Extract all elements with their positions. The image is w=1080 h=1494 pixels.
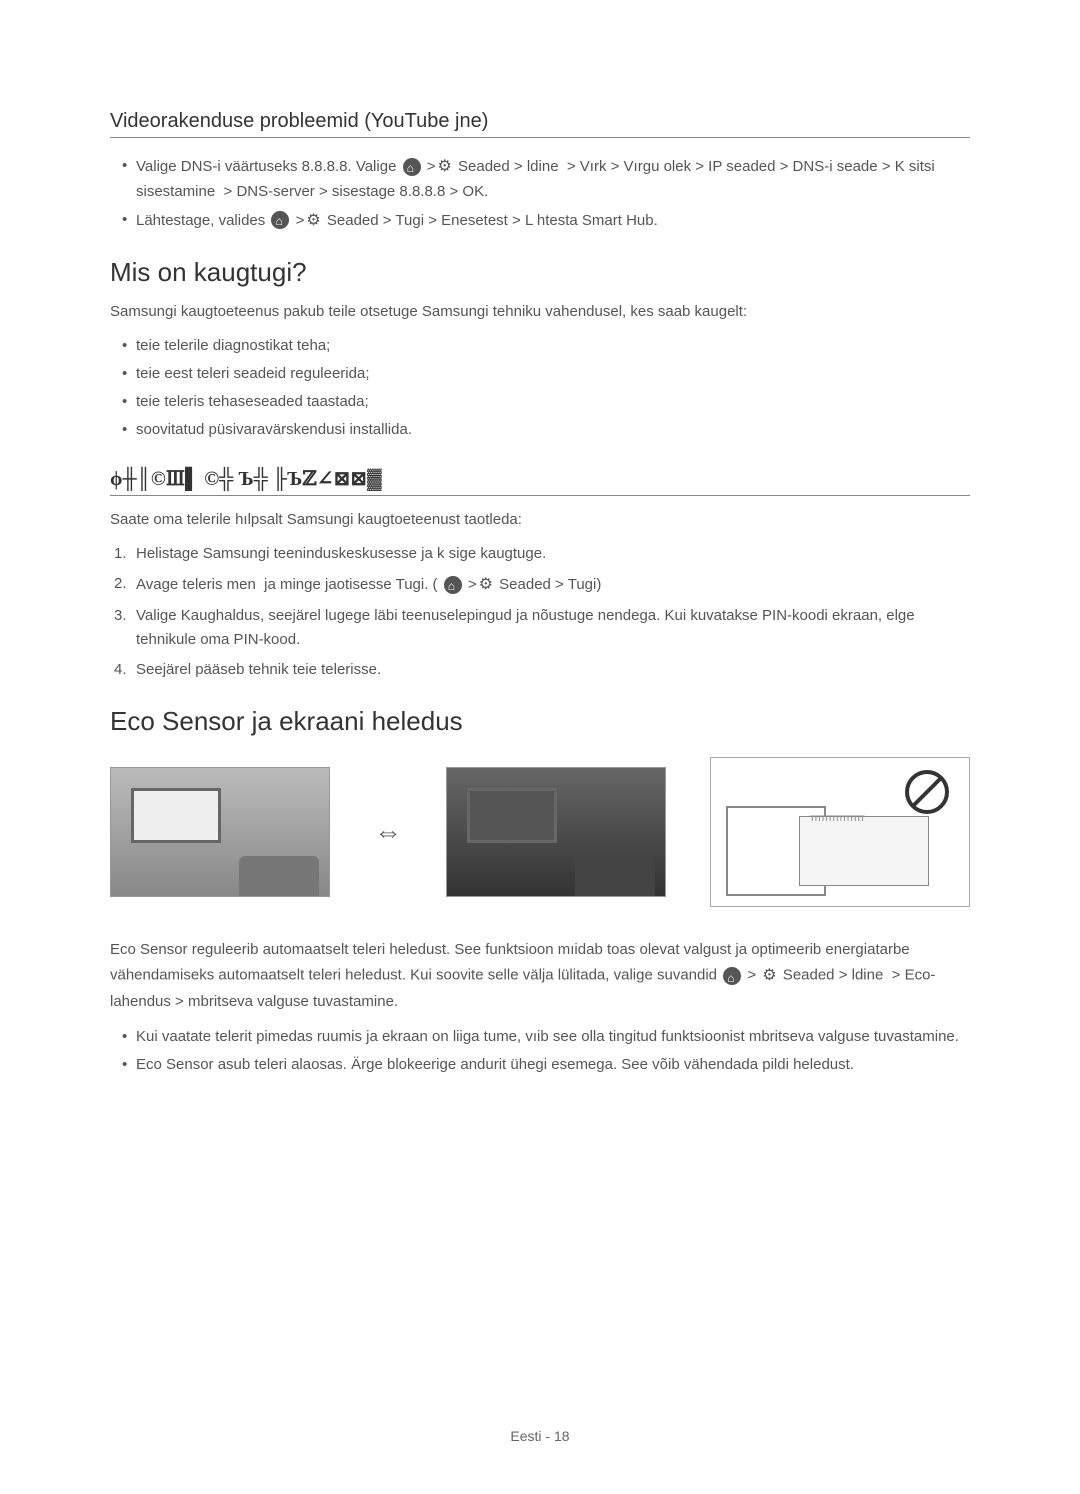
how-works-intro: Saate oma telerile hılpsalt Samsungi kau…: [110, 508, 970, 532]
gear-icon: ⚙: [438, 154, 452, 180]
calendar-graphic: ттттттттттттттт: [799, 816, 929, 886]
video-problems-list: Valige DNS-i väärtuseks 8.8.8.8. Valige …: [110, 154, 970, 233]
list-item: teie telerile diagnostikat teha;: [136, 334, 970, 358]
gear-icon: ⚙: [479, 572, 493, 598]
home-icon: [271, 211, 289, 229]
how-works-steps: Helistage Samsungi teeninduskeskusesse j…: [110, 542, 970, 682]
tv-graphic: [467, 788, 557, 843]
eco-sensor-images: ⇔ ттттттттттттттт: [110, 757, 970, 907]
list-item: Lähtestage, valides >⚙ Seaded > Tugi > E…: [136, 208, 970, 234]
list-item: teie teleris tehaseseaded taastada;: [136, 390, 970, 414]
list-item: Valige DNS-i väärtuseks 8.8.8.8. Valige …: [136, 154, 970, 204]
list-item: teie eest teleri seadeid reguleerida;: [136, 362, 970, 386]
remote-support-list: teie telerile diagnostikat teha; teie ee…: [110, 334, 970, 442]
furniture-graphic: [239, 856, 319, 896]
list-item: Kui vaatate telerit pimedas ruumis ja ek…: [136, 1025, 970, 1049]
remote-support-intro: Samsungi kaugtoeteenus pakub teile otset…: [110, 300, 970, 324]
page-footer: Eesti - 18: [0, 1428, 1080, 1444]
eco-sensor-list: Kui vaatate telerit pimedas ruumis ja ek…: [110, 1025, 970, 1077]
warning-image: ттттттттттттттт: [710, 757, 970, 907]
prohibit-icon: [905, 770, 949, 814]
list-item: Eco Sensor asub teleri alaosas. Ärge blo…: [136, 1053, 970, 1077]
list-item: soovitatud püsivaravärskendusi installid…: [136, 418, 970, 442]
gear-icon: ⚙: [306, 208, 320, 234]
heading-how-works: ϕ╫║©Ⅲ▌ ©╬ Ъ╬ ╟Ъℤ∠⊠⊠▓: [110, 466, 970, 496]
home-icon: [444, 576, 462, 594]
spiral-graphic: ттттттттттттттт: [810, 813, 864, 824]
eco-sensor-body: Eco Sensor reguleerib automaatselt teler…: [110, 937, 970, 1015]
tv-graphic: [131, 788, 221, 843]
home-icon: [403, 158, 421, 176]
list-item: Seejärel pääseb tehnik teie telerisse.: [136, 658, 970, 682]
room-bright-image: [110, 767, 330, 897]
home-icon: [723, 967, 741, 985]
list-item: Valige Kaughaldus, seejärel lugege läbi …: [136, 604, 970, 652]
furniture-graphic: [575, 856, 655, 896]
gear-icon: ⚙: [762, 962, 776, 989]
heading-eco-sensor: Eco Sensor ja ekraani heledus: [110, 706, 970, 737]
list-item: Helistage Samsungi teeninduskeskusesse j…: [136, 542, 970, 566]
heading-remote-support: Mis on kaugtugi?: [110, 257, 970, 288]
section-title-video: Videorakenduse probleemid (YouTube jne): [110, 110, 970, 138]
room-dark-image: [446, 767, 666, 897]
list-item: Avage teleris men ja minge jaotisesse Tu…: [136, 572, 970, 598]
arrow-icon: ⇔: [374, 816, 402, 848]
